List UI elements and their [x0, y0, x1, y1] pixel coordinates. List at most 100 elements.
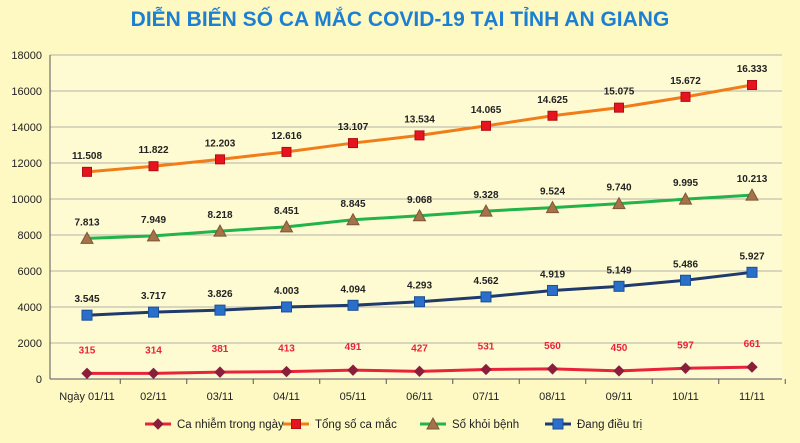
data-point: [81, 309, 93, 321]
x-tick-label: 08/11: [539, 391, 566, 403]
x-tick-label: 02/11: [140, 391, 167, 403]
data-point: [546, 363, 559, 375]
data-label: 597: [677, 340, 694, 351]
legend-marker: [552, 418, 564, 430]
x-tick-label: 11/11: [739, 391, 765, 403]
y-tick-label: 14000: [11, 122, 42, 134]
data-label: 13.534: [404, 114, 435, 125]
data-point: [480, 291, 492, 303]
data-label: 3.717: [141, 291, 166, 302]
legend-marker: [291, 419, 301, 429]
data-label: 4.003: [274, 286, 299, 297]
chart-title: DIỄN BIẾN SỐ CA MẮC COVID-19 TẠI TỈNH AN…: [130, 8, 670, 31]
data-label: 413: [278, 344, 295, 355]
x-tick-label: 07/11: [473, 391, 500, 403]
data-label: 15.672: [670, 76, 701, 87]
y-tick-label: 4000: [18, 302, 42, 314]
data-label: 5.149: [606, 265, 631, 276]
data-label: 12.616: [271, 131, 302, 142]
data-point: [414, 296, 425, 308]
legend-label: Đang điều trị: [577, 419, 642, 431]
data-point: [613, 365, 625, 377]
data-point: [213, 224, 227, 237]
data-point: [347, 364, 359, 376]
data-point: [680, 274, 691, 286]
data-point: [412, 208, 427, 222]
data-point: [82, 166, 92, 177]
data-label: 8.451: [274, 206, 299, 217]
data-label: 427: [411, 343, 428, 354]
data-point: [347, 299, 359, 311]
y-tick-label: 2000: [18, 338, 42, 350]
data-label: 9.740: [606, 183, 631, 194]
y-tick-label: 12000: [11, 158, 42, 170]
data-point: [280, 365, 293, 378]
data-point: [746, 361, 758, 373]
data-point: [414, 130, 425, 141]
data-point: [545, 200, 560, 214]
data-label: 10.213: [737, 174, 768, 185]
legend-label: Ca nhiễm trong ngày: [177, 418, 284, 431]
x-tick-label: 06/11: [406, 391, 433, 403]
data-label: 560: [544, 341, 561, 352]
data-point: [481, 120, 491, 131]
data-point: [281, 146, 292, 157]
data-point: [81, 367, 93, 380]
data-label: 661: [744, 339, 761, 350]
y-tick-label: 0: [36, 374, 42, 386]
data-label: 9.524: [540, 187, 565, 198]
data-label: 8.845: [340, 199, 365, 210]
y-tick-label: 16000: [11, 86, 42, 98]
data-point: [346, 212, 360, 226]
data-label: 7.949: [141, 215, 166, 226]
y-tick-label: 6000: [18, 266, 42, 278]
data-point: [147, 367, 160, 380]
data-label: 5.486: [673, 259, 698, 270]
x-tick-label: 04/11: [273, 391, 300, 403]
data-point: [279, 219, 294, 233]
data-label: 4.094: [340, 284, 365, 295]
data-label: 8.218: [207, 210, 232, 221]
data-label: 16.333: [737, 64, 768, 75]
data-point: [547, 110, 558, 121]
y-tick-label: 10000: [11, 194, 42, 206]
data-label: 11.822: [138, 145, 168, 156]
data-point: [479, 204, 493, 217]
data-label: 15.075: [604, 87, 635, 98]
data-label: 14.065: [471, 105, 502, 116]
legend-marker: [426, 416, 440, 430]
x-tick-label: 05/11: [340, 391, 367, 403]
data-label: 9.068: [407, 195, 432, 206]
data-point: [614, 102, 624, 113]
data-point: [746, 266, 758, 278]
data-point: [678, 192, 693, 205]
data-label: 450: [611, 343, 628, 354]
data-point: [413, 365, 426, 378]
data-label: 14.625: [537, 95, 568, 106]
data-point: [281, 301, 292, 313]
data-label: 4.919: [540, 269, 565, 280]
data-label: 381: [212, 344, 229, 355]
data-point: [214, 304, 226, 316]
data-point: [680, 91, 691, 102]
data-label: 4.562: [473, 276, 498, 287]
data-point: [148, 161, 159, 172]
data-point: [214, 366, 226, 378]
data-label: 5.927: [739, 251, 764, 262]
data-point: [348, 138, 358, 149]
data-label: 4.293: [407, 281, 432, 292]
data-point: [146, 228, 161, 242]
data-point: [612, 196, 626, 210]
data-point: [745, 188, 759, 201]
legend-marker: [152, 418, 164, 430]
x-tick-label: Ngày 01/11: [59, 391, 114, 403]
data-label: 315: [79, 345, 96, 356]
data-point: [80, 231, 94, 244]
x-tick-label: 09/11: [606, 391, 633, 403]
x-tick-label: 10/11: [672, 391, 699, 403]
data-label: 531: [478, 341, 495, 352]
data-point: [148, 306, 159, 318]
data-label: 13.107: [338, 122, 369, 133]
data-label: 7.813: [74, 217, 99, 228]
